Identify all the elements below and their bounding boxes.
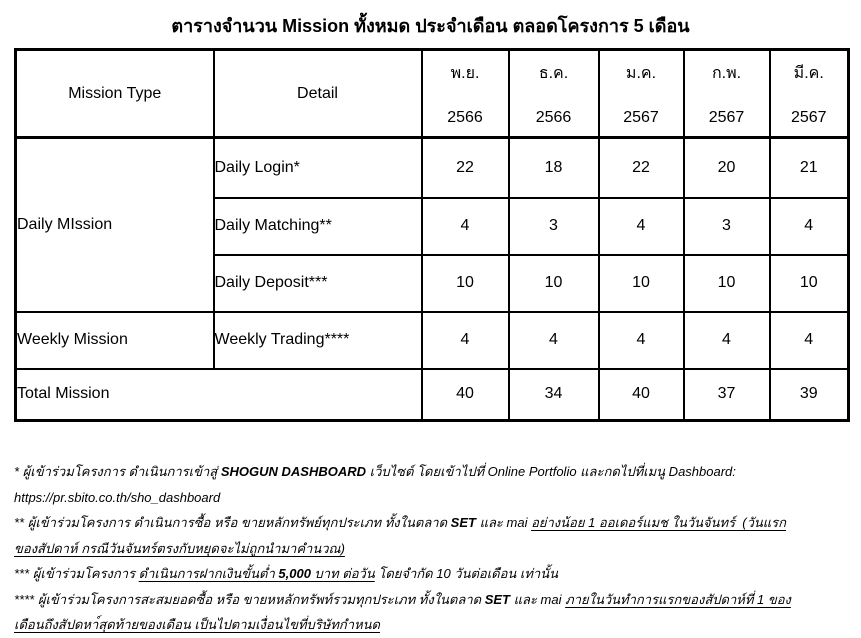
page-title: ตารางจำนวน Mission ทั้งหมด ประจำเดือน ตล… <box>171 16 690 36</box>
value-cell: 40 <box>420 367 510 422</box>
footnote-4-cont: เดือนถึงสัปดหา์สุดท้ายของเดือน เป็นไปตาม… <box>14 612 847 638</box>
table-row-daily-matching: Daily Matching** 4 3 4 3 4 <box>16 196 850 256</box>
detail-cell: Daily Deposit*** <box>212 253 423 313</box>
footnote-text: ดำเนินการฝากเงินขั้นต่ำ <box>138 566 279 581</box>
footnote-text: อย่างน้อย 1 ออเดอร์แมช ในวันจันทร์ (วันแ… <box>531 515 787 530</box>
header-mission-type: Mission Type <box>14 48 215 139</box>
footnote-text: SHOGUN DASHBOARD <box>220 464 367 479</box>
footnote-text: ** ผู้เข้าร่วมโครงการ ดำเนินการซื้อ หรือ… <box>14 515 451 530</box>
footnote-4: **** ผู้เข้าร่วมโครงการสะสมยอดซื้อ หรือ … <box>14 587 847 613</box>
table-row-daily-deposit: Daily Deposit*** 10 10 10 10 10 <box>16 253 850 313</box>
value-cell: 39 <box>768 367 850 422</box>
footnote-2: ** ผู้เข้าร่วมโครงการ ดำเนินการซื้อ หรือ… <box>14 510 847 536</box>
header-month-dec: ธ.ค. 2566 <box>507 48 600 139</box>
mission-type-cell-daily: Daily MIssion <box>14 136 215 313</box>
value-cell: 10 <box>768 253 850 313</box>
value-cell: 34 <box>507 367 600 422</box>
footnote-text: บาท ต่อวัน <box>310 566 375 581</box>
value-cell: 18 <box>507 136 600 199</box>
value-cell: 20 <box>682 136 771 199</box>
table-header-row: Mission Type Detail พ.ย. 2566 ธ.ค. 2566 <box>14 48 850 139</box>
month-name: ธ.ค. <box>538 64 569 82</box>
total-label-cell: Total Mission <box>14 367 423 422</box>
footnote-text: โดยจำกัด 10 วันต่อเดือน เท่านั้น <box>374 566 559 581</box>
footnote-text: เว็บไซต์ โดยเข้าไปที่ Online Portfolio แ… <box>366 464 736 479</box>
footnote-text: *** ผู้เข้าร่วมโครงการ <box>14 566 139 581</box>
month-year: 2566 <box>447 108 483 126</box>
month-year: 2567 <box>623 108 659 126</box>
footnote-text: และ mai <box>475 515 532 530</box>
footnote-text: **** ผู้เข้าร่วมโครงการสะสมยอดซื้อ หรือ … <box>14 591 485 607</box>
header-detail: Detail <box>212 48 423 139</box>
footnote-1-url: https://pr.sbito.co.th/sho_dashboard <box>14 485 847 511</box>
footnote-text: https://pr.sbito.co.th/sho_dashboard <box>14 489 221 505</box>
table-row-total: Total Mission 40 34 40 37 39 <box>14 367 850 422</box>
value-cell: 4 <box>420 310 510 370</box>
month-name: พ.ย. <box>450 64 480 82</box>
header-month-mar: มี.ค. 2567 <box>768 48 850 139</box>
header-month-jan: ม.ค. 2567 <box>597 48 685 139</box>
footnote-1: * ผู้เข้าร่วมโครงการ ดำเนินการเข้าสู่ SH… <box>14 459 847 485</box>
value-cell: 22 <box>597 136 685 199</box>
footnote-text: ภายในวันทำการแรกของสัปดาห์ที่ 1 ของ <box>565 591 791 607</box>
detail-cell: Daily Matching** <box>212 196 423 256</box>
footnotes: * ผู้เข้าร่วมโครงการ ดำเนินการเข้าสู่ SH… <box>14 459 847 638</box>
value-cell: 10 <box>507 253 600 313</box>
value-cell: 4 <box>597 310 685 370</box>
footnote-text: เดือนถึงสัปดหา์สุดท้ายของเดือน เป็นไปตาม… <box>14 617 380 632</box>
value-cell: 4 <box>682 310 771 370</box>
footnote-3: *** ผู้เข้าร่วมโครงการ ดำเนินการฝากเงินข… <box>14 561 847 587</box>
value-cell: 4 <box>768 196 850 256</box>
value-cell: 10 <box>682 253 771 313</box>
value-cell: 37 <box>682 367 771 422</box>
detail-cell: Weekly Trading**** <box>212 310 423 370</box>
footnote-text: ของสัปดาห์ กรณีวันจันทร์ตรงกับหยุดจะไม่ถ… <box>14 540 345 556</box>
month-name: มี.ค. <box>793 64 824 82</box>
mission-type-cell-weekly: Weekly Mission <box>14 310 215 370</box>
value-cell: 4 <box>420 196 510 256</box>
footnote-text: 5,000 <box>278 566 311 581</box>
value-cell: 3 <box>507 196 600 256</box>
month-year: 2567 <box>790 108 827 126</box>
month-name: ม.ค. <box>625 64 657 82</box>
header-month-feb: ก.พ. 2567 <box>682 48 771 139</box>
value-cell: 4 <box>597 196 685 256</box>
month-year: 2566 <box>535 108 572 126</box>
value-cell: 4 <box>768 310 850 370</box>
value-cell: 4 <box>507 310 600 370</box>
month-name: ก.พ. <box>711 64 742 82</box>
footnote-text: และ mai <box>510 591 566 607</box>
footnote-text: * ผู้เข้าร่วมโครงการ ดำเนินการเข้าสู่ <box>14 464 221 479</box>
table-row-weekly-trading: Weekly Mission Weekly Trading**** 4 4 4 … <box>14 310 850 370</box>
value-cell: 40 <box>597 367 685 422</box>
table-row-daily-login: Daily MIssion Daily Login* 22 18 22 20 2… <box>14 136 850 313</box>
value-cell: 22 <box>420 136 510 199</box>
value-cell: 10 <box>597 253 685 313</box>
footnote-text: SET <box>484 591 510 607</box>
detail-cell: Daily Login* <box>212 136 423 199</box>
header-month-nov: พ.ย. 2566 <box>420 48 510 139</box>
mission-summary-table: Mission Type Detail พ.ย. 2566 ธ.ค. 2566 <box>14 48 850 422</box>
value-cell: 3 <box>682 196 771 256</box>
footnote-2-cont: ของสัปดาห์ กรณีวันจันทร์ตรงกับหยุดจะไม่ถ… <box>14 536 847 562</box>
value-cell: 21 <box>768 136 850 199</box>
month-year: 2567 <box>708 108 745 126</box>
footnote-text: SET <box>450 515 476 530</box>
value-cell: 10 <box>420 253 510 313</box>
